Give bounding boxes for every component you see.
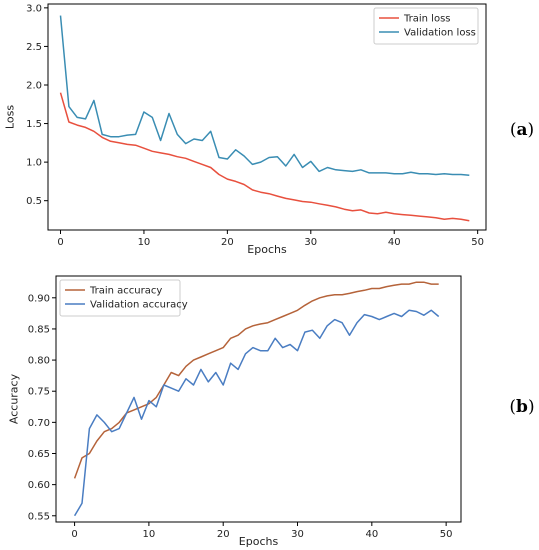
y-tick-label: 3.0 (26, 3, 42, 14)
y-tick-label: 0.70 (28, 418, 50, 429)
x-tick-label: 10 (143, 529, 156, 540)
x-tick-label: 40 (365, 529, 378, 540)
x-tick-label: 0 (57, 237, 63, 248)
loss-chart: 0.5 1.0 1.5 2.0 2.5 3.0 0 10 20 30 40 50 Epochs Lo… (4, 3, 535, 256)
y-tick-label: 0.80 (28, 356, 50, 367)
panel-letter-a: a (516, 120, 527, 140)
accuracy-x-axis-label: Epochs (239, 535, 279, 548)
loss-x-ticks: 0 10 20 30 40 50 (57, 230, 484, 248)
x-tick-label: 10 (138, 237, 151, 248)
accuracy-x-ticks: 0 10 20 30 40 50 (71, 522, 453, 540)
y-tick-label: 1.0 (26, 158, 42, 169)
series-line-validation-accuracy (73, 309, 440, 517)
accuracy-y-ticks: 0.55 0.60 0.65 0.70 0.75 0.80 0.85 0.90 (28, 293, 56, 522)
x-tick-label: 40 (388, 237, 401, 248)
x-tick-label: 30 (291, 529, 304, 540)
y-tick-label: 0.90 (28, 293, 50, 304)
x-tick-label: 50 (471, 237, 484, 248)
loss-series (59, 15, 470, 222)
y-tick-label: 0.65 (28, 449, 50, 460)
series-line-validation-loss (59, 15, 470, 176)
accuracy-y-axis-label: Accuracy (8, 373, 21, 424)
y-tick-label: 2.0 (26, 80, 42, 91)
y-tick-label: 0.55 (28, 511, 50, 522)
legend-label-validation-accuracy: Validation accuracy (90, 300, 188, 311)
accuracy-series (73, 281, 440, 517)
panel-label-a: (a) (510, 120, 534, 140)
series-line-train-loss (59, 92, 470, 222)
y-tick-label: 0.85 (28, 324, 50, 335)
legend-label-validation-loss: Validation loss (404, 28, 476, 39)
loss-y-ticks: 0.5 1.0 1.5 2.0 2.5 3.0 (26, 3, 48, 207)
x-tick-label: 20 (217, 529, 230, 540)
x-tick-label: 30 (304, 237, 317, 248)
y-tick-label: 0.5 (26, 196, 42, 207)
y-tick-label: 0.60 (28, 480, 50, 491)
y-tick-label: 0.75 (28, 387, 50, 398)
panel-label-b: (b) (509, 397, 534, 417)
series-line-train-accuracy (73, 281, 439, 479)
y-tick-label: 1.5 (26, 119, 42, 130)
panel-letter-b: b (516, 397, 528, 417)
loss-x-axis-label: Epochs (247, 243, 287, 256)
x-tick-label: 50 (440, 529, 453, 540)
accuracy-legend: Train accuracy Validation accuracy (59, 279, 188, 317)
loss-plot-frame (47, 3, 487, 231)
accuracy-plot-frame (55, 275, 462, 523)
loss-legend: Train loss Validation loss (373, 7, 479, 45)
accuracy-legend-box (59, 279, 181, 317)
loss-legend-box (373, 7, 479, 45)
legend-label-train-accuracy: Train accuracy (89, 286, 162, 297)
y-tick-label: 2.5 (26, 42, 42, 53)
accuracy-chart: 0.55 0.60 0.65 0.70 0.75 0.80 0.85 0.90 0 10 20 30… (8, 275, 535, 548)
x-tick-label: 0 (71, 529, 77, 540)
loss-y-axis-label: Loss (4, 105, 17, 129)
x-tick-label: 20 (221, 237, 234, 248)
legend-label-train-loss: Train loss (403, 14, 451, 25)
